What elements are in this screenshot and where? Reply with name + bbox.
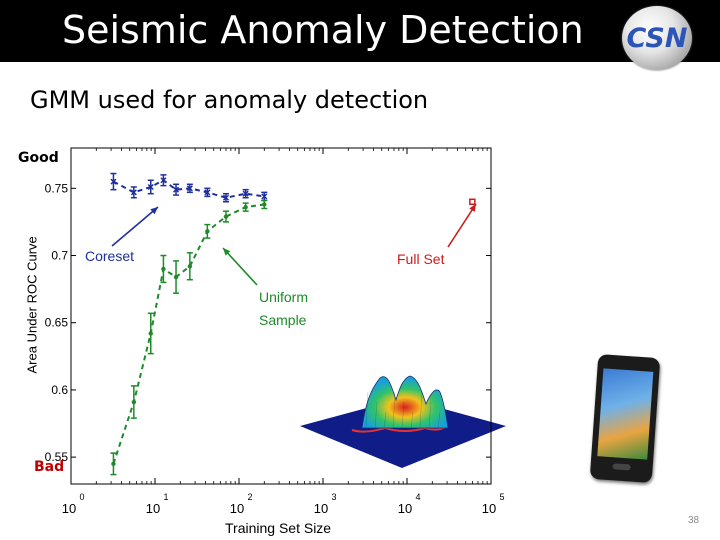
- x-tick-label: 10: [314, 501, 328, 516]
- series-uniform-sample: [110, 199, 268, 476]
- data-point: [148, 331, 153, 336]
- data-point: [262, 202, 267, 207]
- bad-label: Bad: [34, 459, 65, 475]
- gmm-contour: [351, 425, 447, 433]
- x-tick-exponent: 2: [247, 492, 252, 502]
- series-full-set: [469, 198, 476, 206]
- annotation-label: Uniform: [259, 289, 308, 305]
- annotation: Uniform Sample: [222, 247, 308, 328]
- phone-screen: [597, 368, 654, 460]
- good-label: Good: [18, 150, 59, 166]
- x-tick-exponent: 1: [163, 492, 168, 502]
- gmm-mesh-line: [374, 401, 378, 429]
- x-axis-label: Training Set Size: [225, 520, 332, 536]
- gmm-mesh-line: [419, 391, 423, 429]
- annotation: Coreset: [85, 206, 159, 264]
- data-point: [205, 229, 210, 234]
- y-tick-label: 0.65: [45, 316, 69, 330]
- y-tick-label: 0.6: [51, 383, 68, 397]
- gmm-mesh-line: [410, 411, 414, 429]
- x-tick-label: 10: [62, 501, 76, 516]
- series-coreset: [110, 172, 268, 203]
- data-point: [223, 214, 229, 219]
- data-point: [186, 185, 193, 192]
- data-point: [204, 189, 211, 196]
- phone-home-button: [612, 463, 631, 471]
- plot-frame: [70, 147, 492, 485]
- x-tick-label: 10: [398, 501, 412, 516]
- x-tick-exponent: 4: [415, 492, 420, 502]
- data-point: [469, 198, 476, 206]
- y-tick-label: 0.7: [51, 249, 68, 263]
- gmm-mesh-line: [383, 411, 387, 429]
- data-point: [161, 266, 166, 272]
- data-point: [242, 190, 249, 197]
- annotation-label: Full Set: [397, 251, 445, 267]
- data-point: [222, 194, 230, 201]
- gmm-mesh-line: [428, 401, 432, 429]
- logo-text: CSN: [626, 23, 688, 54]
- data-point: [160, 177, 167, 184]
- x-tick-exponent: 0: [79, 492, 84, 502]
- data-point: [187, 264, 193, 269]
- x-tick-exponent: 3: [331, 492, 336, 502]
- slide-subtitle: GMM used for anomaly detection: [30, 86, 429, 114]
- title-bar: Seismic Anomaly Detection: [0, 0, 720, 62]
- data-point: [110, 178, 117, 185]
- gmm-mesh-line: [437, 411, 441, 429]
- data-point: [130, 189, 137, 196]
- gmm-mesh-line: [392, 391, 396, 429]
- gmm-surface-illustration: [300, 375, 506, 468]
- gmm-mesh-line: [365, 391, 369, 429]
- data-point: [173, 186, 180, 193]
- data-point: [131, 399, 137, 405]
- data-point: [147, 183, 154, 191]
- gmm-mesh-line: [401, 401, 405, 429]
- annotation-arrow: [222, 247, 258, 286]
- y-tick-label: 0.75: [45, 181, 69, 195]
- annotation-arrowhead: [150, 207, 158, 215]
- data-point: [111, 461, 116, 467]
- annotation-arrow: [447, 203, 477, 248]
- x-tick-label: 10: [230, 501, 244, 516]
- data-point: [243, 204, 248, 210]
- csn-logo-icon: CSN: [622, 6, 692, 70]
- annotation-label: Sample: [259, 312, 307, 328]
- annotation-arrow: [111, 206, 159, 247]
- data-point: [261, 193, 268, 200]
- annotation-arrowhead: [223, 248, 231, 256]
- slide-title: Seismic Anomaly Detection: [62, 8, 584, 52]
- annotation-arrowhead: [469, 204, 476, 212]
- x-tick-label: 10: [146, 501, 160, 516]
- series-line: [112, 179, 265, 199]
- gmm-peaks: [361, 375, 449, 429]
- y-axis-label: Area Under ROC Curve: [24, 236, 40, 374]
- gmm-base-plane: [300, 398, 506, 468]
- x-tick-label: 10: [482, 501, 496, 516]
- x-tick-exponent: 5: [499, 492, 504, 502]
- data-point: [173, 274, 179, 280]
- annotation: Full Set: [397, 203, 477, 267]
- annotation-label: Coreset: [85, 248, 134, 264]
- y-tick-label: 0.55: [45, 450, 69, 464]
- smartphone-icon: [589, 353, 661, 484]
- page-number: 38: [688, 515, 700, 526]
- series-line: [112, 203, 265, 465]
